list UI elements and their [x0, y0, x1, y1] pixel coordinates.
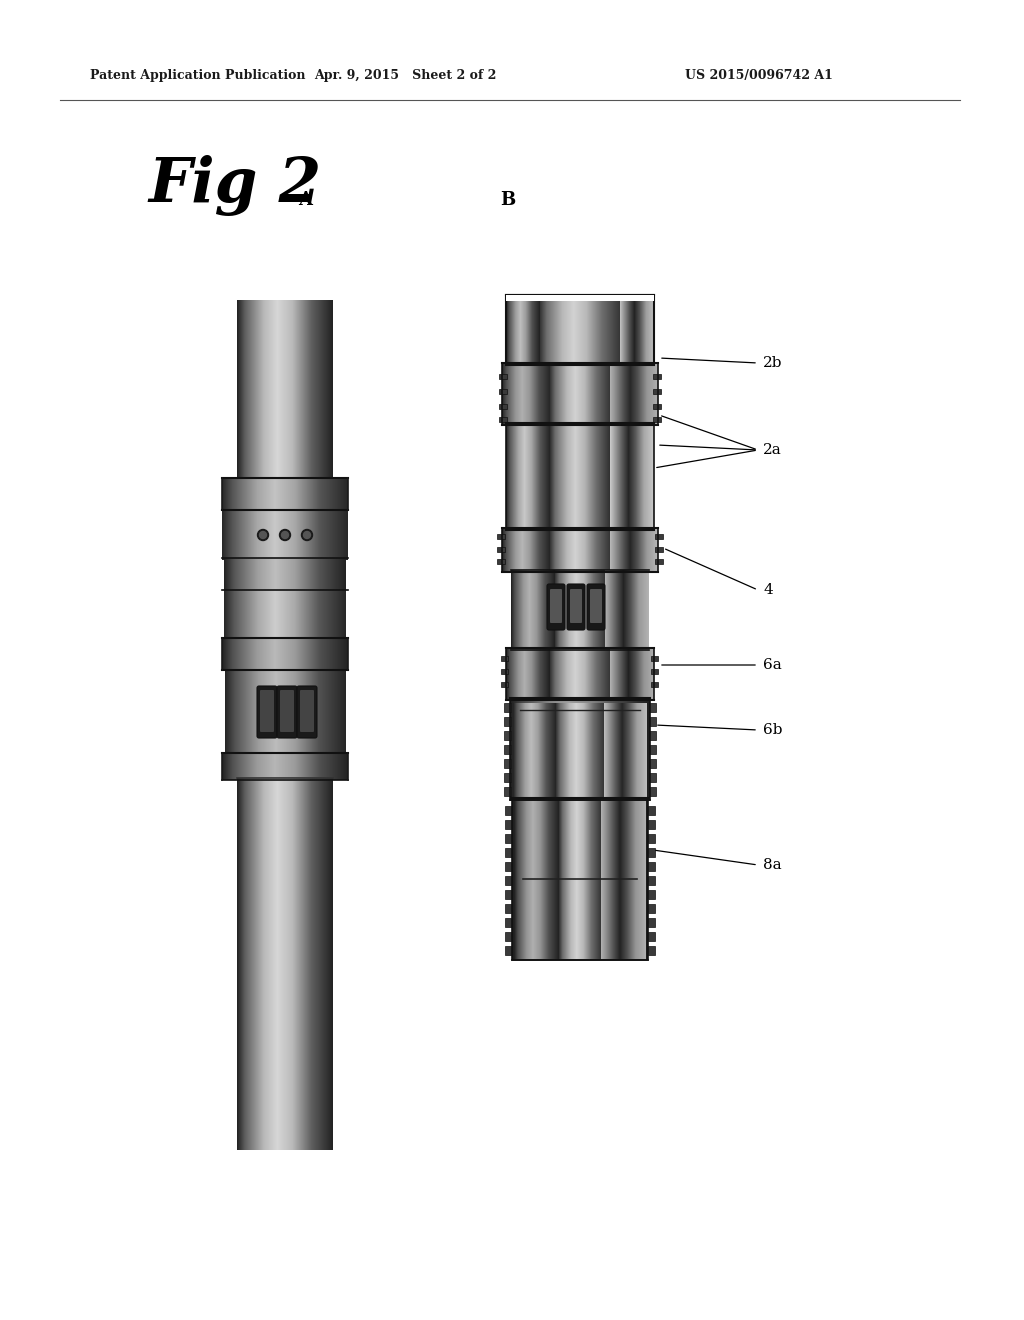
Bar: [649, 774, 656, 781]
Bar: [653, 374, 662, 379]
Bar: [505, 932, 512, 941]
Text: 6b: 6b: [763, 723, 782, 737]
Bar: [653, 417, 662, 422]
Bar: [648, 946, 655, 954]
Text: 4: 4: [763, 583, 773, 597]
FancyBboxPatch shape: [570, 589, 582, 623]
Bar: [499, 404, 507, 409]
Bar: [499, 374, 507, 379]
Bar: [649, 717, 656, 726]
FancyBboxPatch shape: [567, 583, 585, 630]
Bar: [648, 917, 655, 927]
Text: 8a: 8a: [763, 858, 781, 873]
Bar: [505, 904, 512, 913]
Circle shape: [259, 532, 266, 539]
Bar: [648, 820, 655, 829]
Bar: [651, 682, 658, 686]
Bar: [502, 528, 658, 572]
Text: 2a: 2a: [763, 444, 781, 457]
Bar: [505, 876, 512, 884]
Bar: [501, 682, 508, 686]
Bar: [510, 698, 650, 800]
Bar: [504, 744, 511, 754]
Bar: [504, 774, 511, 781]
Bar: [505, 890, 512, 899]
Circle shape: [282, 532, 289, 539]
Bar: [649, 704, 656, 711]
FancyBboxPatch shape: [547, 583, 565, 630]
Bar: [505, 820, 512, 829]
Bar: [649, 787, 656, 796]
Bar: [506, 422, 654, 531]
FancyBboxPatch shape: [587, 583, 605, 630]
Bar: [505, 946, 512, 954]
Bar: [504, 717, 511, 726]
Bar: [648, 932, 655, 941]
Bar: [651, 656, 658, 661]
Bar: [497, 546, 505, 552]
Bar: [504, 731, 511, 741]
Bar: [648, 847, 655, 857]
Bar: [648, 834, 655, 843]
Bar: [648, 862, 655, 871]
Bar: [653, 389, 662, 393]
FancyBboxPatch shape: [550, 589, 562, 623]
FancyBboxPatch shape: [278, 686, 297, 738]
Bar: [497, 558, 505, 564]
FancyBboxPatch shape: [280, 690, 294, 733]
Bar: [655, 546, 663, 552]
Bar: [502, 363, 658, 425]
Bar: [655, 558, 663, 564]
FancyBboxPatch shape: [300, 690, 314, 733]
Bar: [501, 656, 508, 661]
Bar: [648, 807, 655, 814]
FancyBboxPatch shape: [297, 686, 317, 738]
Bar: [504, 787, 511, 796]
Bar: [499, 417, 507, 422]
Bar: [506, 294, 654, 366]
Circle shape: [301, 529, 312, 540]
Circle shape: [257, 529, 268, 540]
Bar: [651, 669, 658, 675]
Bar: [505, 807, 512, 814]
Bar: [505, 847, 512, 857]
Bar: [649, 731, 656, 741]
FancyBboxPatch shape: [260, 690, 274, 733]
Bar: [655, 535, 663, 539]
Circle shape: [280, 529, 291, 540]
Text: A: A: [298, 191, 312, 209]
Text: Apr. 9, 2015   Sheet 2 of 2: Apr. 9, 2015 Sheet 2 of 2: [313, 69, 497, 82]
Text: 2b: 2b: [763, 356, 782, 370]
Bar: [648, 890, 655, 899]
Bar: [506, 294, 654, 301]
Bar: [505, 862, 512, 871]
Bar: [512, 799, 648, 960]
Bar: [504, 704, 511, 711]
FancyBboxPatch shape: [590, 589, 602, 623]
Bar: [653, 404, 662, 409]
Bar: [648, 876, 655, 884]
Bar: [497, 535, 505, 539]
Bar: [499, 389, 507, 393]
Text: Patent Application Publication: Patent Application Publication: [90, 69, 305, 82]
Text: B: B: [501, 191, 516, 209]
FancyBboxPatch shape: [257, 686, 278, 738]
Bar: [649, 744, 656, 754]
Bar: [505, 917, 512, 927]
Bar: [648, 904, 655, 913]
Text: 6a: 6a: [763, 657, 781, 672]
Text: US 2015/0096742 A1: US 2015/0096742 A1: [685, 69, 833, 82]
Text: Fig 2: Fig 2: [148, 154, 322, 215]
Bar: [505, 834, 512, 843]
Bar: [501, 669, 508, 675]
Bar: [649, 759, 656, 768]
Circle shape: [303, 532, 310, 539]
Bar: [504, 759, 511, 768]
Bar: [506, 648, 654, 700]
